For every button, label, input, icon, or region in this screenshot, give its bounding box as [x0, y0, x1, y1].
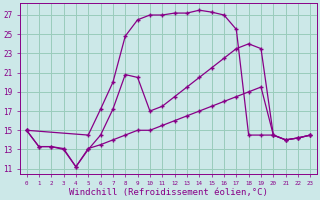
X-axis label: Windchill (Refroidissement éolien,°C): Windchill (Refroidissement éolien,°C): [69, 188, 268, 197]
